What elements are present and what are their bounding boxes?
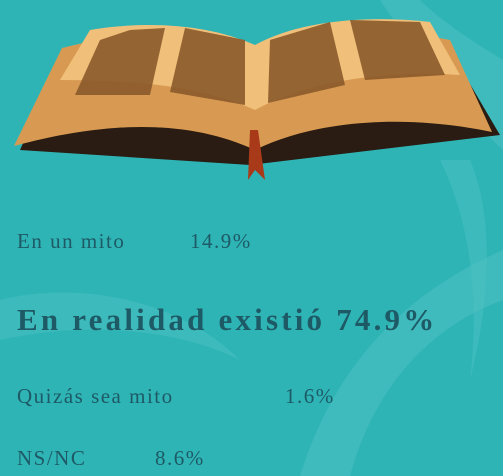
item-label: NS/NC bbox=[17, 446, 86, 471]
item-value: 14.9% bbox=[190, 229, 252, 254]
item-label: En un mito bbox=[17, 229, 125, 254]
item-label: En realidad existió 74.9% bbox=[17, 302, 437, 338]
infographic: En un mito 14.9% En realidad existió 74.… bbox=[0, 0, 503, 476]
item-value: 8.6% bbox=[155, 446, 205, 471]
book-illustration bbox=[0, 0, 503, 200]
item-label: Quizás sea mito bbox=[17, 384, 174, 409]
item-value: 1.6% bbox=[285, 384, 335, 409]
